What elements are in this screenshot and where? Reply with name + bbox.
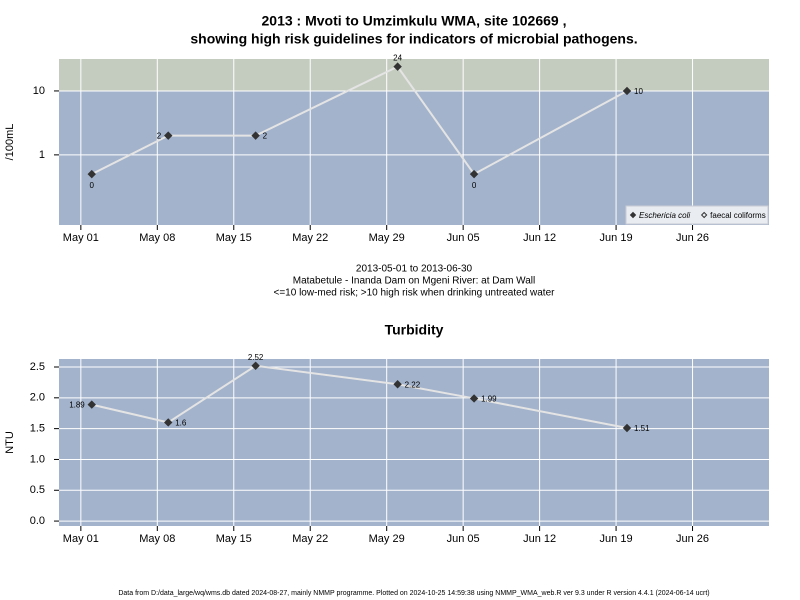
x-tick-label: May 15 — [216, 533, 252, 545]
legend-marker — [629, 211, 637, 219]
x-tick-label: Jun 05 — [447, 232, 480, 244]
y-tick-label: 0.5 — [30, 484, 45, 496]
data-point — [251, 361, 260, 370]
data-point — [251, 131, 260, 140]
y-tick-label: 10 — [33, 85, 45, 97]
legend-label: Eschericia coli — [639, 211, 690, 220]
data-point — [164, 418, 173, 427]
data-label: 1.99 — [481, 395, 497, 404]
series-line — [91, 364, 628, 429]
y-axis-label: /100mL — [4, 124, 16, 161]
series-line — [91, 65, 628, 176]
data-point — [469, 394, 479, 403]
x-tick-label: May 01 — [63, 232, 99, 244]
x-tick-label: May 29 — [369, 533, 405, 545]
x-tick-label: Jun 12 — [523, 533, 556, 545]
high-risk-band — [59, 59, 769, 91]
legend-box — [625, 205, 769, 225]
data-point — [87, 400, 96, 409]
legend-label: faecal coliforms — [710, 211, 766, 220]
data-label: 0 — [90, 181, 95, 190]
y-tick-label: 1.5 — [30, 423, 45, 435]
x-tick-label: May 08 — [139, 232, 175, 244]
data-label: 1.51 — [634, 424, 650, 433]
x-tick-label: May 08 — [139, 533, 175, 545]
data-label: 0 — [472, 181, 477, 190]
y-tick-label: 2.5 — [30, 361, 45, 373]
note: 2013-05-01 to 2013-06-30 — [356, 264, 473, 275]
x-tick-label: Jun 26 — [676, 232, 709, 244]
data-point — [469, 169, 479, 179]
x-tick-label: May 22 — [292, 232, 328, 244]
data-point — [164, 131, 173, 140]
data-point — [393, 62, 402, 71]
data-label: 1.89 — [69, 401, 85, 410]
x-tick-label: Jun 19 — [600, 533, 633, 545]
data-label: 24 — [393, 54, 402, 63]
data-point — [87, 169, 96, 179]
data-label: 2.52 — [248, 353, 264, 362]
y-axis-label: NTU — [4, 431, 16, 454]
x-tick-label: May 01 — [63, 533, 99, 545]
note: Matabetule - Inanda Dam on Mgeni River: … — [293, 276, 536, 287]
data-label: 1.6 — [175, 419, 187, 428]
data-label: 2.22 — [405, 380, 421, 389]
chart-title: 2013 : Mvoti to Umzimkulu WMA, site 1026… — [262, 13, 567, 29]
data-label: 10 — [634, 87, 643, 96]
x-tick-label: May 15 — [216, 232, 252, 244]
x-tick-label: May 22 — [292, 533, 328, 545]
data-point — [622, 86, 632, 96]
x-tick-label: May 29 — [369, 232, 405, 244]
x-tick-label: Jun 05 — [447, 533, 480, 545]
x-tick-label: Jun 26 — [676, 533, 709, 545]
chart-title: Turbidity — [385, 322, 444, 338]
y-tick-label: 2.0 — [30, 392, 45, 404]
y-tick-label: 1 — [39, 149, 45, 161]
data-point — [393, 380, 402, 389]
data-label: 2 — [157, 132, 162, 141]
x-tick-label: Jun 19 — [600, 232, 633, 244]
footer: Data from D:/data_large/wq/wms.db dated … — [118, 590, 709, 597]
note: <=10 low-med risk; >10 high risk when dr… — [274, 288, 556, 299]
y-tick-label: 1.0 — [30, 453, 45, 465]
x-tick-label: Jun 12 — [523, 232, 556, 244]
y-tick-label: 0.0 — [30, 515, 45, 527]
data-point — [622, 423, 632, 433]
chart-subtitle: showing high risk guidelines for indicat… — [190, 31, 637, 47]
legend-marker — [700, 211, 708, 219]
data-label: 2 — [263, 132, 268, 141]
